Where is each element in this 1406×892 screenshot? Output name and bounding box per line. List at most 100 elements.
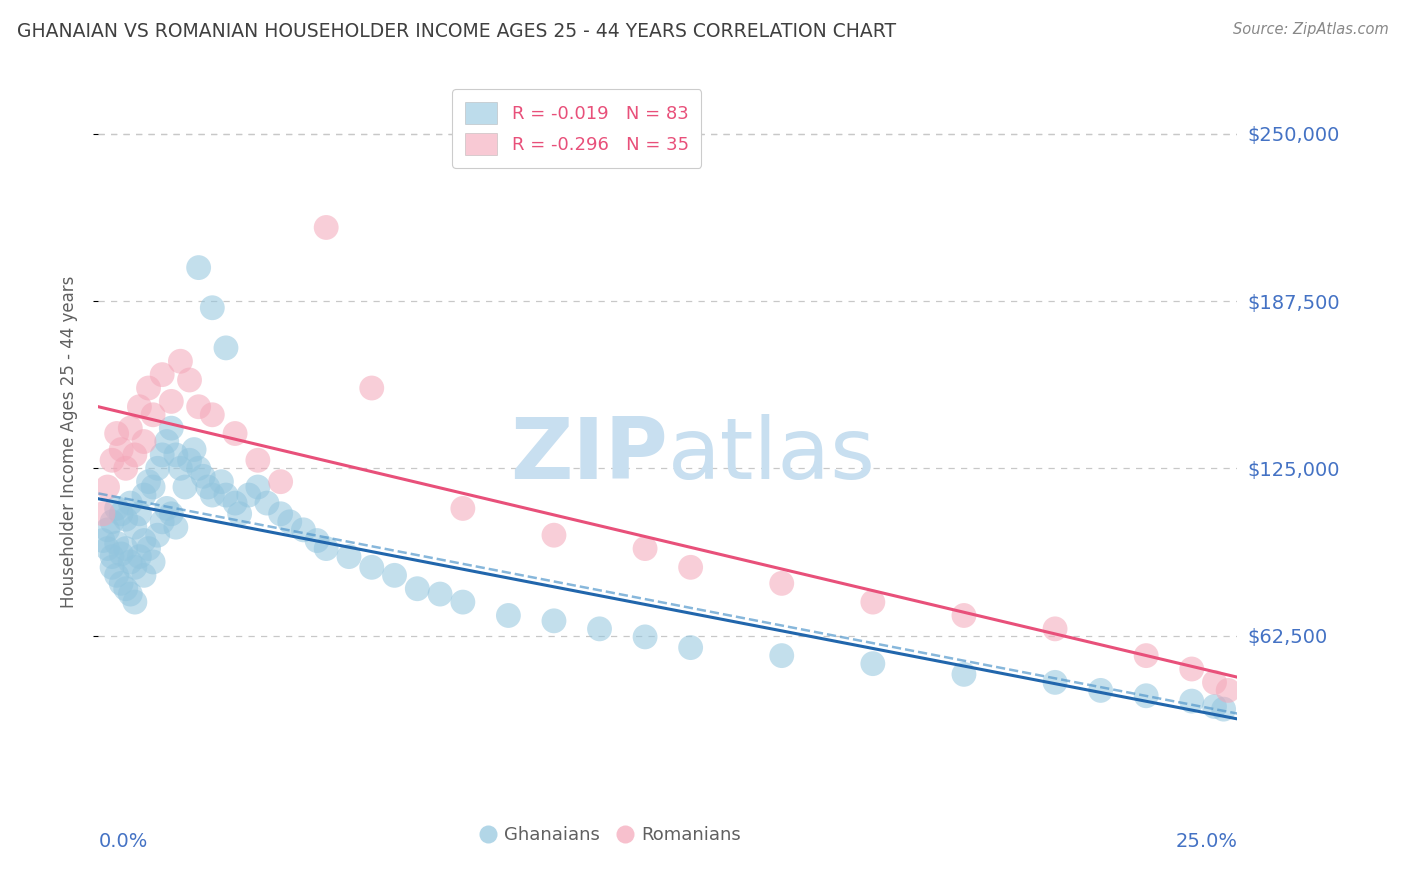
Point bbox=[1204, 699, 1226, 714]
Point bbox=[183, 442, 205, 457]
Point bbox=[1043, 622, 1066, 636]
Point bbox=[228, 507, 250, 521]
Point bbox=[238, 488, 260, 502]
Point bbox=[124, 560, 146, 574]
Point bbox=[862, 595, 884, 609]
Point bbox=[588, 622, 610, 636]
Point bbox=[215, 341, 238, 355]
Text: 25.0%: 25.0% bbox=[1175, 831, 1237, 851]
Point bbox=[224, 496, 246, 510]
Text: 0.0%: 0.0% bbox=[98, 831, 148, 851]
Point bbox=[360, 560, 382, 574]
Point bbox=[278, 515, 301, 529]
Point bbox=[114, 582, 136, 596]
Text: atlas: atlas bbox=[668, 415, 876, 498]
Point bbox=[105, 501, 128, 516]
Point bbox=[105, 568, 128, 582]
Point bbox=[138, 381, 160, 395]
Point bbox=[1135, 689, 1157, 703]
Point bbox=[1212, 702, 1234, 716]
Point bbox=[451, 595, 474, 609]
Point bbox=[270, 475, 292, 489]
Point bbox=[101, 560, 124, 574]
Point bbox=[96, 541, 118, 556]
Point bbox=[101, 515, 124, 529]
Point bbox=[1218, 683, 1240, 698]
Point bbox=[124, 448, 146, 462]
Point bbox=[634, 541, 657, 556]
Point bbox=[307, 533, 329, 548]
Point bbox=[120, 555, 142, 569]
Point bbox=[156, 434, 179, 449]
Point bbox=[96, 480, 118, 494]
Point bbox=[124, 520, 146, 534]
Point bbox=[105, 426, 128, 441]
Point bbox=[114, 461, 136, 475]
Point bbox=[770, 648, 793, 663]
Point bbox=[292, 523, 315, 537]
Point bbox=[315, 220, 337, 235]
Point bbox=[201, 301, 224, 315]
Point bbox=[160, 421, 183, 435]
Point bbox=[256, 496, 278, 510]
Point bbox=[114, 541, 136, 556]
Point bbox=[105, 536, 128, 550]
Point bbox=[132, 434, 155, 449]
Point bbox=[165, 448, 187, 462]
Legend: Ghanaians, Romanians: Ghanaians, Romanians bbox=[474, 819, 748, 852]
Point bbox=[187, 461, 209, 475]
Point bbox=[174, 480, 197, 494]
Point bbox=[315, 541, 337, 556]
Point bbox=[193, 469, 215, 483]
Point bbox=[128, 549, 150, 564]
Point bbox=[91, 533, 114, 548]
Point bbox=[201, 408, 224, 422]
Point bbox=[110, 442, 132, 457]
Point bbox=[1043, 675, 1066, 690]
Point bbox=[138, 541, 160, 556]
Text: GHANAIAN VS ROMANIAN HOUSEHOLDER INCOME AGES 25 - 44 YEARS CORRELATION CHART: GHANAIAN VS ROMANIAN HOUSEHOLDER INCOME … bbox=[17, 22, 896, 41]
Point bbox=[160, 394, 183, 409]
Point bbox=[197, 480, 219, 494]
Point bbox=[142, 480, 165, 494]
Point bbox=[498, 608, 520, 623]
Point bbox=[679, 640, 702, 655]
Point bbox=[1135, 648, 1157, 663]
Point bbox=[169, 354, 191, 368]
Point bbox=[128, 507, 150, 521]
Point bbox=[120, 421, 142, 435]
Point bbox=[150, 448, 173, 462]
Point bbox=[953, 608, 976, 623]
Point bbox=[224, 426, 246, 441]
Point bbox=[270, 507, 292, 521]
Point bbox=[770, 576, 793, 591]
Point bbox=[953, 667, 976, 681]
Point bbox=[360, 381, 382, 395]
Point bbox=[246, 453, 269, 467]
Point bbox=[132, 533, 155, 548]
Point bbox=[110, 547, 132, 561]
Point bbox=[114, 512, 136, 526]
Point bbox=[165, 520, 187, 534]
Point bbox=[1204, 675, 1226, 690]
Point bbox=[124, 595, 146, 609]
Point bbox=[142, 408, 165, 422]
Point bbox=[150, 515, 173, 529]
Point bbox=[91, 507, 114, 521]
Point bbox=[384, 568, 406, 582]
Point bbox=[337, 549, 360, 564]
Point bbox=[451, 501, 474, 516]
Point bbox=[156, 501, 179, 516]
Point bbox=[120, 496, 142, 510]
Text: Source: ZipAtlas.com: Source: ZipAtlas.com bbox=[1233, 22, 1389, 37]
Point bbox=[406, 582, 429, 596]
Point bbox=[679, 560, 702, 574]
Point bbox=[429, 587, 451, 601]
Point bbox=[187, 260, 209, 275]
Point bbox=[120, 587, 142, 601]
Text: ZIP: ZIP bbox=[510, 415, 668, 498]
Point bbox=[201, 488, 224, 502]
Point bbox=[101, 549, 124, 564]
Point bbox=[179, 453, 201, 467]
Point bbox=[138, 475, 160, 489]
